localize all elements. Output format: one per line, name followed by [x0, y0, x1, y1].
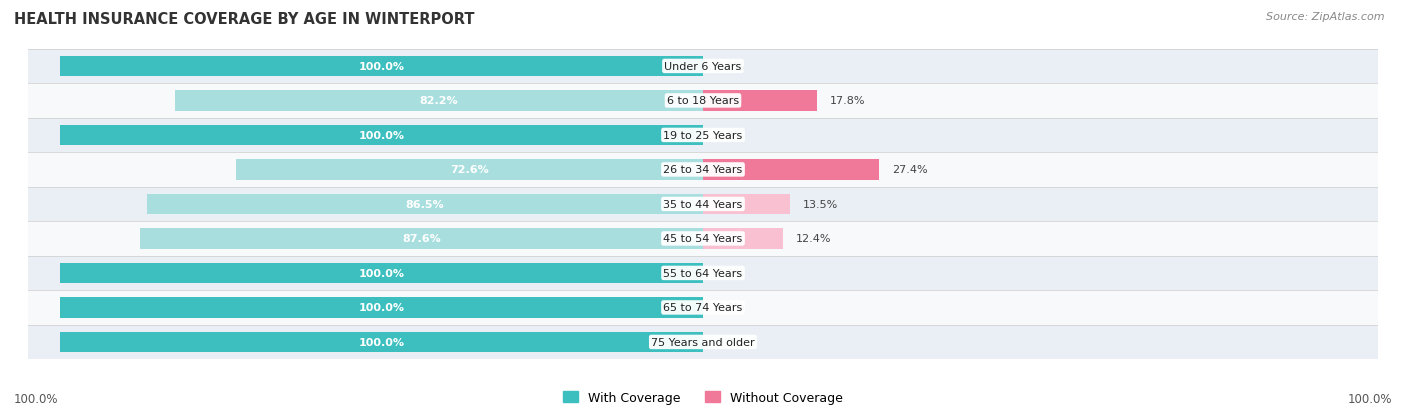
- Bar: [703, 228, 783, 249]
- Bar: [60, 57, 703, 77]
- Bar: [28, 50, 1378, 84]
- Text: 100.0%: 100.0%: [359, 303, 405, 313]
- Text: 65 to 74 Years: 65 to 74 Years: [664, 303, 742, 313]
- Text: 0.0%: 0.0%: [716, 337, 744, 347]
- Text: 0.0%: 0.0%: [716, 268, 744, 278]
- Bar: [60, 263, 703, 284]
- Text: 86.5%: 86.5%: [406, 199, 444, 209]
- Text: 82.2%: 82.2%: [419, 96, 458, 106]
- Text: 72.6%: 72.6%: [450, 165, 489, 175]
- Bar: [60, 125, 703, 146]
- Bar: [236, 160, 703, 180]
- Bar: [28, 325, 1378, 359]
- Text: 13.5%: 13.5%: [803, 199, 838, 209]
- Text: 100.0%: 100.0%: [359, 268, 405, 278]
- Text: 100.0%: 100.0%: [1347, 392, 1392, 405]
- Text: 55 to 64 Years: 55 to 64 Years: [664, 268, 742, 278]
- Text: 35 to 44 Years: 35 to 44 Years: [664, 199, 742, 209]
- Bar: [28, 222, 1378, 256]
- Bar: [174, 91, 703, 112]
- Text: 26 to 34 Years: 26 to 34 Years: [664, 165, 742, 175]
- Text: 100.0%: 100.0%: [14, 392, 59, 405]
- Bar: [60, 332, 703, 352]
- Text: Source: ZipAtlas.com: Source: ZipAtlas.com: [1267, 12, 1385, 22]
- Legend: With Coverage, Without Coverage: With Coverage, Without Coverage: [558, 386, 848, 409]
- Text: Under 6 Years: Under 6 Years: [665, 62, 741, 72]
- Text: 100.0%: 100.0%: [359, 131, 405, 140]
- Bar: [141, 228, 703, 249]
- Text: 27.4%: 27.4%: [891, 165, 928, 175]
- Text: 87.6%: 87.6%: [402, 234, 441, 244]
- Text: 0.0%: 0.0%: [716, 131, 744, 140]
- Bar: [28, 153, 1378, 187]
- Bar: [703, 160, 879, 180]
- Bar: [28, 84, 1378, 119]
- Bar: [28, 290, 1378, 325]
- Bar: [60, 297, 703, 318]
- Text: 0.0%: 0.0%: [716, 303, 744, 313]
- Bar: [148, 194, 703, 215]
- Text: 0.0%: 0.0%: [716, 62, 744, 72]
- Text: 12.4%: 12.4%: [796, 234, 831, 244]
- Bar: [28, 187, 1378, 222]
- Text: 100.0%: 100.0%: [359, 62, 405, 72]
- Bar: [28, 119, 1378, 153]
- Text: 19 to 25 Years: 19 to 25 Years: [664, 131, 742, 140]
- Text: 100.0%: 100.0%: [359, 337, 405, 347]
- Bar: [28, 256, 1378, 290]
- Text: 45 to 54 Years: 45 to 54 Years: [664, 234, 742, 244]
- Text: 17.8%: 17.8%: [831, 96, 866, 106]
- Text: HEALTH INSURANCE COVERAGE BY AGE IN WINTERPORT: HEALTH INSURANCE COVERAGE BY AGE IN WINT…: [14, 12, 475, 27]
- Text: 6 to 18 Years: 6 to 18 Years: [666, 96, 740, 106]
- Bar: [703, 194, 790, 215]
- Bar: [703, 91, 817, 112]
- Text: 75 Years and older: 75 Years and older: [651, 337, 755, 347]
